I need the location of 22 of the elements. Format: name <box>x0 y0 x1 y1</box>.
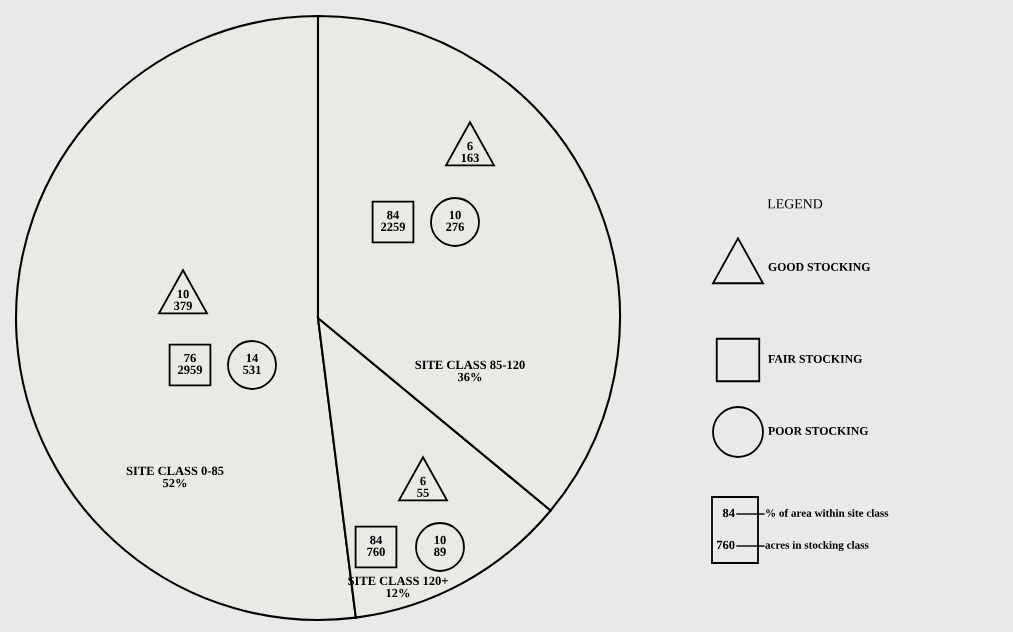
text: 6 55 <box>417 476 429 498</box>
text: 10 379 <box>174 289 192 311</box>
text: 84 2259 <box>381 210 406 232</box>
legend-title: LEGEND <box>767 199 823 209</box>
text: FAIR STOCKING <box>768 355 863 363</box>
text: 76 2959 <box>178 353 203 375</box>
text: 14 531 <box>243 353 261 375</box>
text: 6 163 <box>461 141 479 163</box>
text: 760 <box>716 540 735 550</box>
text: GOOD STOCKING <box>768 263 871 271</box>
slice-label: SITE CLASS 0-85 <box>126 466 224 476</box>
data-label: 12% <box>386 588 410 598</box>
text: 84 760 <box>367 535 385 557</box>
text: acres in stocking class <box>765 540 869 552</box>
text: 10 276 <box>446 210 465 232</box>
data-label: 36% <box>457 372 482 382</box>
text: 10 89 <box>434 535 446 557</box>
text: 84 <box>722 508 735 518</box>
slice-label: SITE CLASS 85-120 <box>415 360 525 370</box>
data-label: 52% <box>163 478 187 488</box>
text: POOR STOCKING <box>768 427 869 435</box>
text: % of area within site class <box>766 508 889 517</box>
